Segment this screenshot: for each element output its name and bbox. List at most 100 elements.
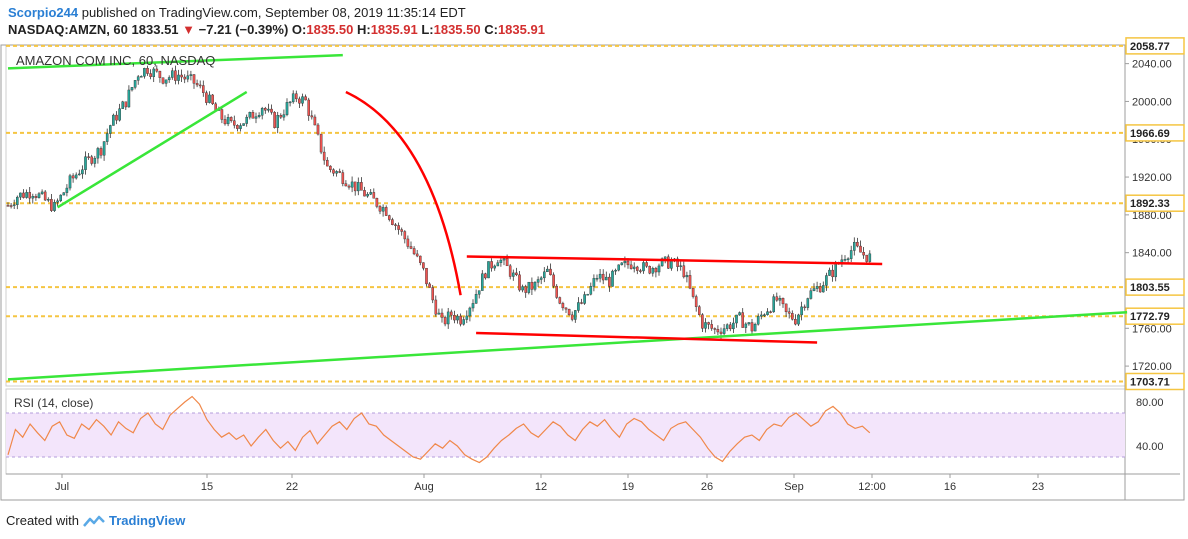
candle-down bbox=[115, 114, 118, 121]
y-tick-label: 1840.00 bbox=[1132, 248, 1172, 260]
candle-up bbox=[242, 123, 245, 126]
price-level-label: 1892.33 bbox=[1130, 198, 1170, 210]
x-tick-label: Aug bbox=[414, 481, 434, 493]
candle-up bbox=[25, 192, 28, 198]
y-tick-label: 2000.00 bbox=[1132, 96, 1172, 108]
x-tick-label: Sep bbox=[784, 481, 804, 493]
candle-up bbox=[474, 294, 478, 304]
candle-up bbox=[663, 256, 667, 259]
candle-up bbox=[121, 101, 124, 109]
candle-down bbox=[229, 117, 233, 121]
candle-up bbox=[77, 173, 81, 176]
candle-up bbox=[254, 116, 258, 119]
candle-down bbox=[552, 274, 555, 287]
green-trendline bbox=[56, 90, 248, 209]
candle-down bbox=[862, 252, 865, 256]
candle-up bbox=[102, 141, 106, 156]
chart-title: AMAZON COM INC, 60, NASDAQ bbox=[16, 53, 216, 68]
candle-down bbox=[363, 190, 366, 197]
candle-up bbox=[735, 314, 738, 324]
candle-up bbox=[248, 112, 252, 118]
x-tick-label: 12 bbox=[535, 481, 547, 493]
candle-down bbox=[22, 192, 25, 198]
price-level-tag bbox=[1125, 278, 1185, 296]
close-label: C: bbox=[484, 22, 498, 37]
candle-down bbox=[295, 93, 298, 100]
candle-down bbox=[391, 219, 394, 225]
candle-down bbox=[236, 125, 239, 129]
candle-up bbox=[65, 187, 69, 193]
candle-down bbox=[636, 266, 639, 271]
red-curve-trendline bbox=[345, 90, 462, 296]
candle-up bbox=[291, 93, 295, 103]
candle-up bbox=[539, 277, 543, 280]
candle-up bbox=[670, 260, 673, 269]
candle-up bbox=[598, 273, 602, 279]
candle-down bbox=[183, 76, 187, 80]
candle-down bbox=[316, 124, 320, 135]
candle-up bbox=[828, 269, 831, 276]
candle-up bbox=[40, 191, 44, 194]
high-label: H: bbox=[356, 22, 371, 37]
candle-down bbox=[784, 303, 788, 313]
candle-up bbox=[853, 241, 856, 251]
candle-down bbox=[716, 329, 720, 333]
candle-down bbox=[530, 281, 534, 290]
candle-down bbox=[490, 261, 493, 269]
candle-down bbox=[180, 74, 183, 78]
candle-up bbox=[738, 312, 741, 316]
candle-up bbox=[747, 322, 751, 325]
candle-up bbox=[868, 253, 872, 262]
candle-up bbox=[605, 276, 608, 281]
candle-down bbox=[146, 68, 149, 74]
candle-up bbox=[536, 279, 540, 283]
candle-down bbox=[434, 299, 438, 315]
candle-up bbox=[152, 68, 156, 77]
price-level-tag bbox=[1125, 124, 1185, 142]
candle-down bbox=[570, 314, 574, 320]
candle-up bbox=[806, 298, 810, 308]
candle-down bbox=[654, 267, 658, 273]
candle-down bbox=[688, 275, 692, 289]
candle-up bbox=[143, 68, 146, 77]
candle-up bbox=[462, 319, 466, 325]
candle-down bbox=[273, 112, 276, 128]
footer-prefix: Created with bbox=[6, 513, 79, 528]
candle-up bbox=[16, 196, 19, 205]
candle-down bbox=[428, 283, 431, 288]
candle-up bbox=[437, 312, 441, 315]
candle-down bbox=[580, 302, 583, 304]
price-level-tag bbox=[1125, 194, 1185, 212]
candle-down bbox=[161, 77, 165, 84]
candle-up bbox=[753, 323, 757, 332]
candle-up bbox=[502, 258, 506, 261]
down-arrow-icon: ▼ bbox=[182, 22, 196, 37]
candle-down bbox=[419, 255, 422, 263]
candle-down bbox=[859, 245, 862, 253]
candle-up bbox=[301, 96, 304, 104]
candle-up bbox=[112, 114, 115, 126]
candle-up bbox=[456, 315, 459, 321]
candle-down bbox=[43, 191, 47, 201]
candle-up bbox=[245, 116, 249, 124]
candle-down bbox=[459, 315, 462, 325]
candle-down bbox=[409, 246, 413, 249]
author-link[interactable]: Scorpio244 bbox=[8, 5, 79, 20]
y-tick-label: 1760.00 bbox=[1132, 323, 1172, 335]
candle-up bbox=[623, 260, 627, 264]
candle-up bbox=[37, 193, 41, 198]
candle-up bbox=[512, 272, 515, 277]
candle-down bbox=[251, 112, 255, 119]
candle-down bbox=[372, 192, 376, 199]
candle-down bbox=[601, 273, 605, 281]
candle-up bbox=[96, 148, 100, 159]
price-level-tag bbox=[1125, 307, 1185, 325]
candle-up bbox=[366, 194, 369, 197]
candle-down bbox=[443, 317, 447, 325]
candle-down bbox=[698, 306, 701, 315]
candle-down bbox=[264, 108, 267, 111]
candle-up bbox=[186, 75, 190, 80]
candle-up bbox=[84, 156, 87, 170]
footer-brand[interactable]: TradingView bbox=[108, 513, 186, 528]
